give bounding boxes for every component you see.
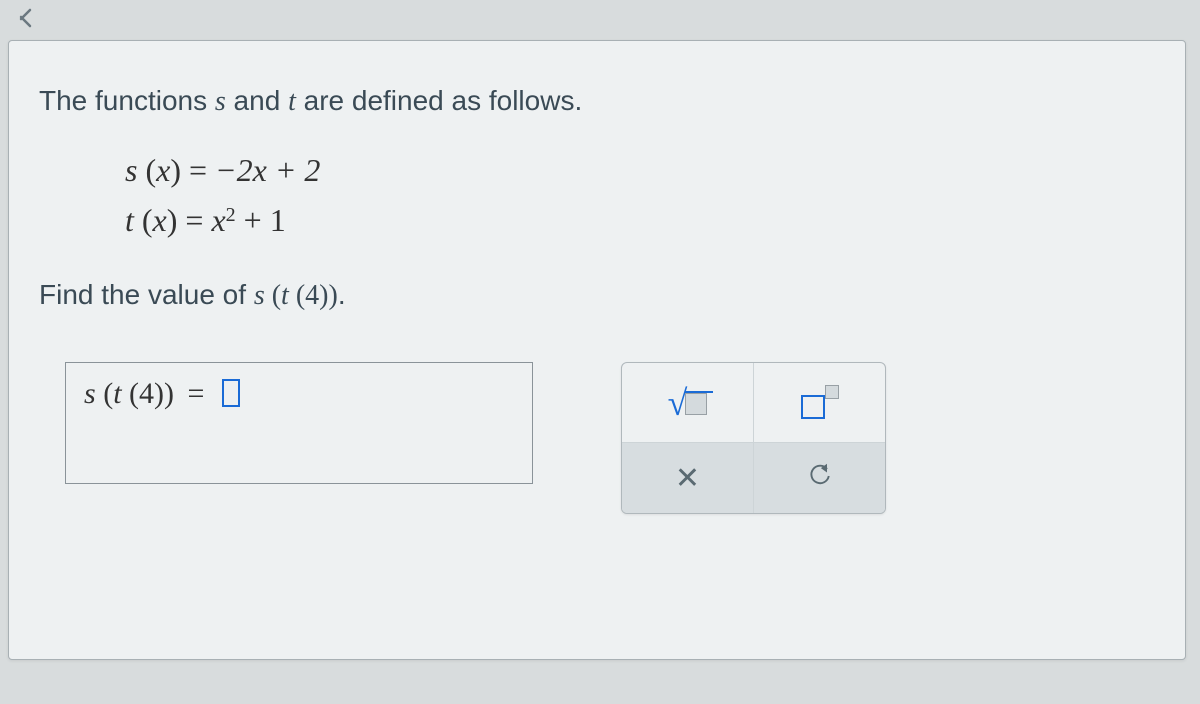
answer-row: s (t (4)) = √ ✕ [65,362,1155,514]
prompt-text: Find the value of s (t (4)). [39,279,1155,312]
eq-t-tail: + 1 [236,202,286,238]
prompt-open: ( [265,280,281,311]
reset-button[interactable] [754,443,885,513]
eq-s-eq: = [189,152,215,188]
equation-s: s (x) = −2x + 2 [125,146,1155,196]
eq-t-var: x [153,202,167,238]
intro-mid: and [226,85,288,116]
exponent-button[interactable] [754,363,885,442]
intro-suffix: are defined as follows. [296,85,582,116]
intro-text: The functions s and t are defined as fol… [39,85,1155,118]
eq-t-exp: 2 [226,204,236,226]
eq-t-close: ) [167,202,186,238]
sqrt-button[interactable]: √ [622,363,754,442]
sqrt-icon: √ [668,382,708,424]
prompt-t: t [281,280,289,311]
eq-t-eq: = [185,202,211,238]
clear-button[interactable]: ✕ [622,443,754,513]
eq-t-base: x [211,202,225,238]
eq-s-rhs: −2x + 2 [215,152,320,188]
answer-input[interactable] [222,379,240,407]
ans-open: ( [96,377,114,410]
answer-expression: s (t (4)) = [84,377,240,410]
eq-s-open: ( [137,152,156,188]
eq-t-fn: t [125,202,134,238]
answer-box[interactable]: s (t (4)) = [65,362,533,484]
close-icon: ✕ [675,461,700,496]
prompt-prefix: Find the value of [39,279,254,310]
intro-prefix: The functions [39,85,215,116]
exponent-icon [795,383,845,423]
eq-t-open: ( [134,202,153,238]
ans-eq: = [188,377,205,410]
ans-inner: (4)) [122,377,182,410]
ans-s: s [84,377,96,410]
intro-fn-t: t [288,86,296,117]
ans-t: t [113,377,121,410]
eq-s-fn: s [125,152,137,188]
eq-s-close: ) [170,152,189,188]
eq-s-var: x [156,152,170,188]
prompt-s: s [254,280,265,311]
prompt-inner: (4)) [289,280,338,311]
intro-fn-s: s [215,86,226,117]
question-panel: The functions s and t are defined as fol… [8,40,1186,660]
reset-icon [806,462,834,495]
math-toolbar: √ ✕ [621,362,886,514]
back-button[interactable] [14,6,38,30]
prompt-suffix: . [338,279,346,310]
equations-block: s (x) = −2x + 2 t (x) = x2 + 1 [125,146,1155,245]
equation-t: t (x) = x2 + 1 [125,196,1155,246]
